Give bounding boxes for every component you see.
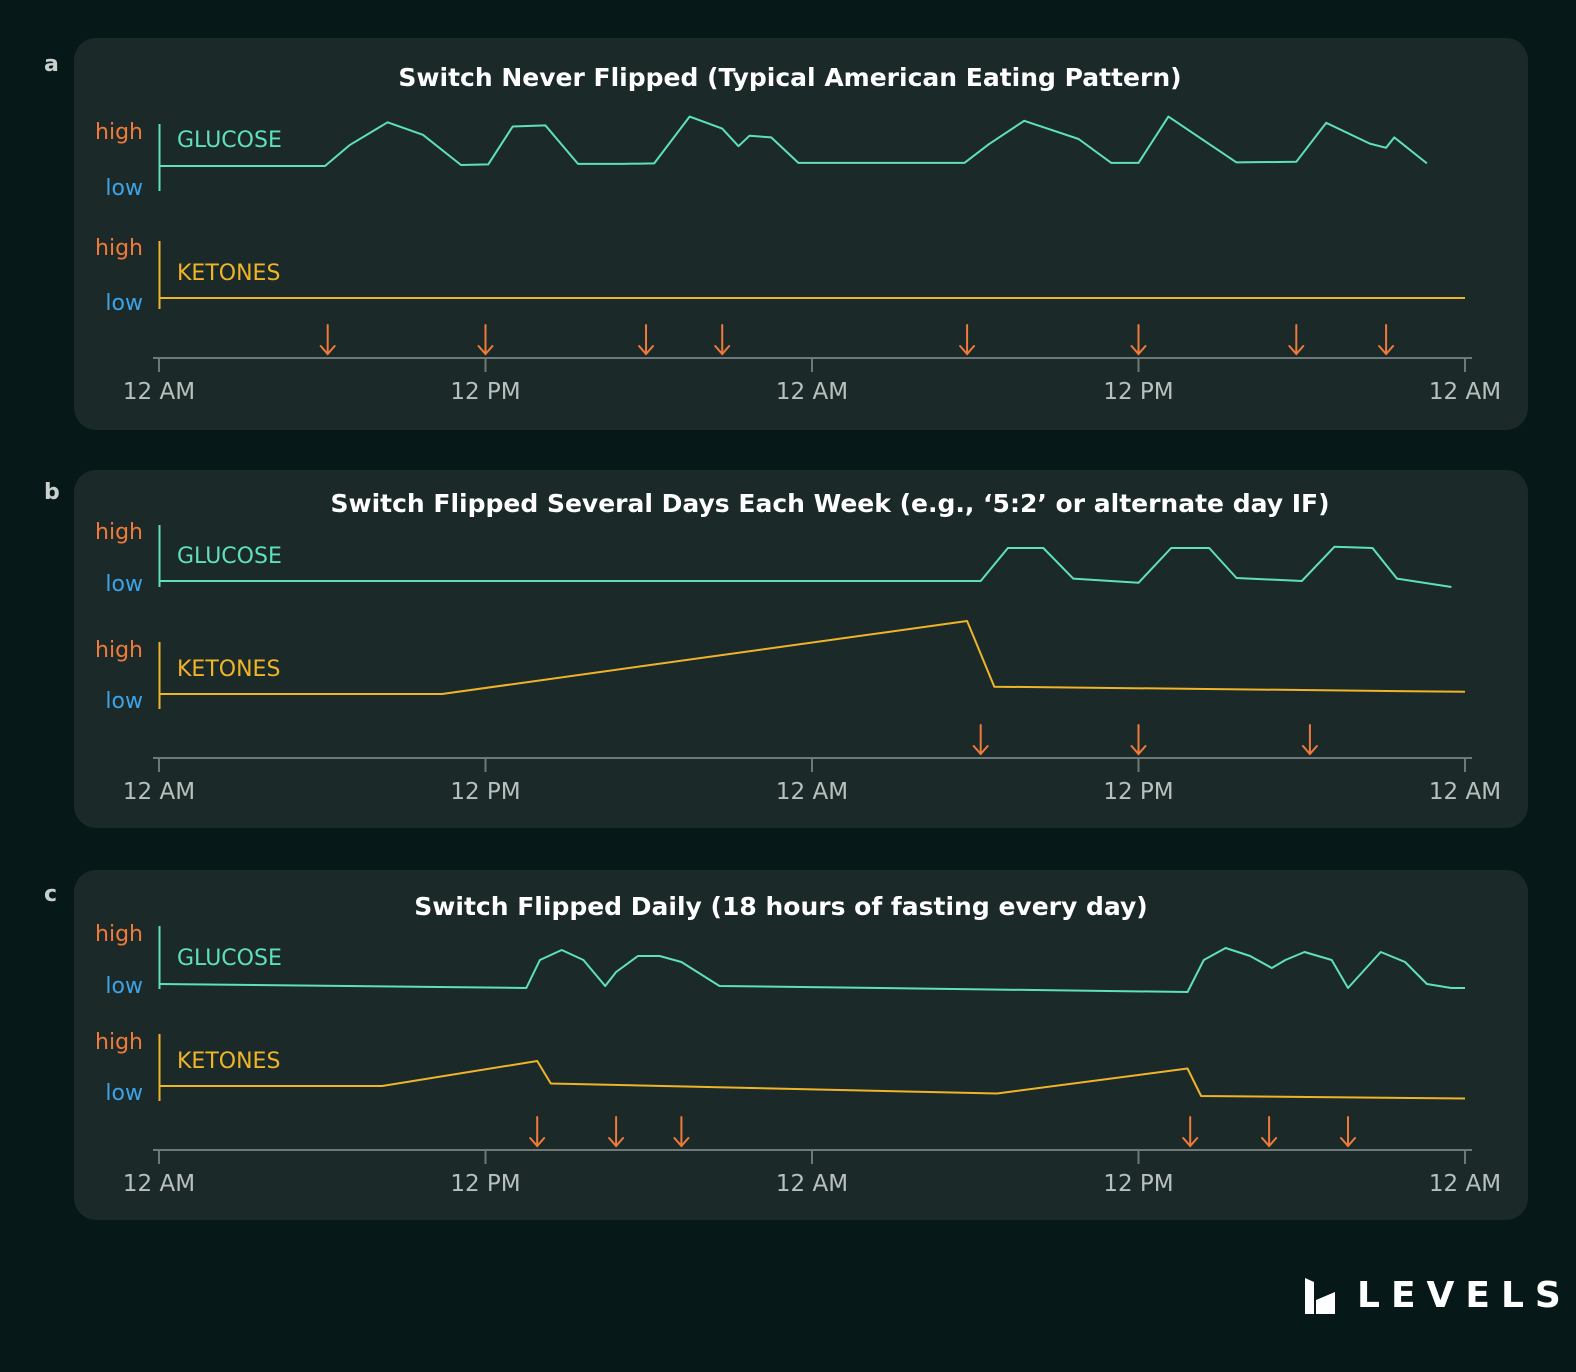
glucose-series-label: GLUCOSE <box>177 128 282 153</box>
meal-arrow-icon <box>673 1116 690 1148</box>
chart-title: Switch Flipped Several Days Each Week (e… <box>330 489 1329 518</box>
x-tick-label: 12 PM <box>450 1171 520 1197</box>
x-tick-label: 12 AM <box>776 379 848 405</box>
x-tick-label: 12 AM <box>1429 1171 1501 1197</box>
x-tick-label: 12 PM <box>1103 779 1173 805</box>
x-tick-label: 12 AM <box>1429 779 1501 805</box>
levels-logo-icon <box>1305 1277 1335 1314</box>
meal-arrow-icon <box>608 1116 625 1148</box>
x-tick-label: 12 AM <box>123 379 195 405</box>
levels-logo-text: LEVELS <box>1357 1275 1572 1316</box>
glucose-series-label: GLUCOSE <box>177 946 282 971</box>
x-tick-label: 12 PM <box>450 379 520 405</box>
meal-arrow-icon <box>972 724 989 756</box>
ketones-series-label: KETONES <box>177 657 280 682</box>
chart-panel-c: Switch Flipped Daily (18 hours of fastin… <box>74 870 1528 1220</box>
ketones-high-label: high <box>95 638 143 663</box>
x-tick-label: 12 PM <box>1103 1171 1173 1197</box>
glucose-line <box>158 947 1465 993</box>
dynamic-layer: 12 AM 12 PM 12 AM 12 PM 12 AM <box>123 545 1501 805</box>
glucose-high-label: high <box>95 922 143 947</box>
ketones-line <box>159 620 1466 695</box>
panel-letter-a: a <box>44 52 59 77</box>
x-tick-label: 12 AM <box>776 779 848 805</box>
meal-arrow-icon <box>1130 324 1147 356</box>
x-tick-label: 12 AM <box>1429 379 1501 405</box>
meal-arrow-icon <box>1378 324 1395 356</box>
chart-panel-b: Switch Flipped Several Days Each Week (e… <box>74 470 1528 828</box>
dynamic-layer: 12 AM 12 PM 12 AM 12 PM 12 AM <box>123 115 1501 405</box>
meal-arrow-icon <box>529 1116 546 1148</box>
chart-title: Switch Never Flipped (Typical American E… <box>398 63 1181 92</box>
panel-letter-c: c <box>44 882 58 907</box>
glucose-line <box>159 545 1452 588</box>
glucose-high-label: high <box>95 520 143 545</box>
ketones-series-label: KETONES <box>177 1049 280 1074</box>
meal-arrow-icon <box>477 324 494 356</box>
panel-letter-b: b <box>44 480 60 505</box>
x-tick-label: 12 PM <box>1103 379 1173 405</box>
ketones-low-label: low <box>105 291 143 316</box>
x-tick-label: 12 AM <box>123 1171 195 1197</box>
glucose-line <box>159 115 1428 167</box>
glucose-low-label: low <box>105 176 143 201</box>
chart-title: Switch Flipped Daily (18 hours of fastin… <box>414 892 1147 921</box>
x-tick-label: 12 AM <box>123 779 195 805</box>
meal-arrow-icon <box>1301 724 1318 756</box>
chart-panel-a: Switch Never Flipped (Typical American E… <box>74 38 1528 430</box>
glucose-high-label: high <box>95 120 143 145</box>
chart-svg-c: Switch Flipped Daily (18 hours of fastin… <box>95 892 1501 1197</box>
meal-arrow-icon <box>319 324 336 356</box>
dynamic-layer: 12 AM 12 PM 12 AM 12 PM 12 AM <box>123 947 1501 1197</box>
x-tick-label: 12 PM <box>450 779 520 805</box>
meal-arrow-icon <box>714 324 731 356</box>
ketones-high-label: high <box>95 1030 143 1055</box>
ketones-low-label: low <box>105 1081 143 1106</box>
glucose-low-label: low <box>105 974 143 999</box>
chart-svg-b: Switch Flipped Several Days Each Week (e… <box>95 489 1501 805</box>
ketones-series-label: KETONES <box>177 261 280 286</box>
meal-arrow-icon <box>1340 1116 1357 1148</box>
meal-arrow-icon <box>1130 724 1147 756</box>
meal-arrow-icon <box>638 324 655 356</box>
ketones-low-label: low <box>105 689 143 714</box>
meal-arrow-icon <box>1182 1116 1199 1148</box>
ketones-high-label: high <box>95 236 143 261</box>
ketones-line <box>159 1060 1466 1100</box>
meal-arrow-icon <box>1288 324 1305 356</box>
x-tick-label: 12 AM <box>776 1171 848 1197</box>
glucose-series-label: GLUCOSE <box>177 544 282 569</box>
chart-svg-a: Switch Never Flipped (Typical American E… <box>95 63 1501 405</box>
meal-arrow-icon <box>959 324 976 356</box>
meal-arrow-icon <box>1261 1116 1278 1148</box>
glucose-low-label: low <box>105 572 143 597</box>
levels-logo: LEVELS <box>1305 1275 1572 1316</box>
